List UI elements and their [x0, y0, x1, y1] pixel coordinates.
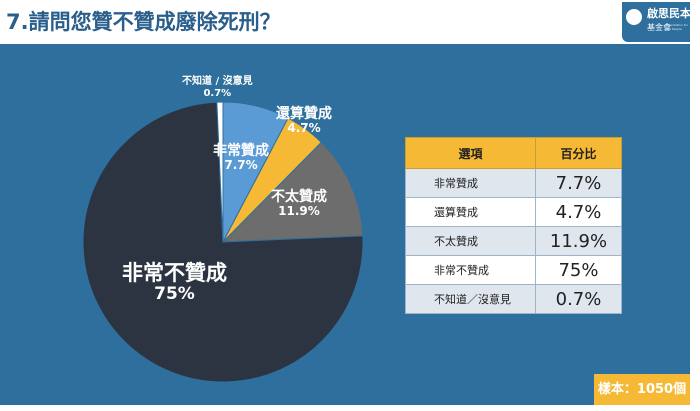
label-strongly-disagree: 非常不贊成 75% [122, 261, 227, 305]
pie-chart [82, 101, 364, 383]
slice-strongly-disagree [82, 101, 364, 383]
table-row: 不知道／沒意見 0.7% [405, 284, 622, 314]
logo-subtitle: 基金會 [647, 23, 671, 32]
results-table: 選項 百分比 非常贊成 7.7% 還算贊成 4.7% 不太贊成 11.9% [405, 137, 622, 314]
label-somewhat-agree: 還算贊成 4.7% [276, 106, 332, 136]
label-strongly-agree-name: 非常贊成 [213, 143, 269, 159]
header-percent: 百分比 [535, 137, 622, 169]
logo-english: Foundation for the People [666, 23, 688, 31]
option-cell: 不太贊成 [405, 226, 536, 256]
table-row: 非常贊成 7.7% [405, 168, 622, 198]
table-row: 還算贊成 4.7% [405, 197, 622, 227]
option-cell: 還算贊成 [405, 197, 536, 227]
option-cell: 非常不贊成 [405, 255, 536, 285]
option-cell: 不知道／沒意見 [405, 284, 536, 314]
header-option: 選項 [405, 137, 536, 169]
label-somewhat-agree-value: 4.7% [287, 121, 321, 136]
percent-cell: 7.7% [535, 168, 622, 198]
logo-emblem-icon [626, 9, 642, 25]
label-strongly-disagree-value: 75% [154, 284, 195, 305]
label-strongly-disagree-name: 非常不贊成 [122, 261, 227, 285]
percent-cell: 0.7% [535, 284, 622, 314]
page-title: 7.請問您贊不贊成廢除死刑？ [6, 10, 281, 34]
label-strongly-agree: 非常贊成 7.7% [213, 143, 269, 173]
table-header-row: 選項 百分比 [405, 137, 622, 169]
logo-name: 啟思民本 [647, 7, 690, 20]
foundation-logo: 啟思民本 基金會 Foundation for the People [622, 2, 690, 42]
label-not-really-agree-value: 11.9% [278, 204, 320, 219]
label-unknown-name: 不知道 / 沒意見 [182, 76, 253, 87]
table-row: 非常不贊成 75% [405, 255, 622, 285]
label-not-really-agree-name: 不太贊成 [271, 189, 327, 205]
label-strongly-agree-value: 7.7% [224, 158, 258, 173]
slice-not-really-agree [221, 141, 364, 243]
sample-size-badge: 樣本：1050個 [594, 374, 690, 405]
header-bar: 7.請問您贊不贊成廢除死刑？ 啟思民本 基金會 Foundation for t… [0, 0, 690, 44]
percent-cell: 4.7% [535, 197, 622, 227]
label-unknown: 不知道 / 沒意見 0.7% [182, 76, 253, 99]
percent-cell: 75% [535, 255, 622, 285]
label-unknown-value: 0.7% [203, 87, 232, 99]
slice-unknown [216, 101, 224, 243]
option-cell: 非常贊成 [405, 168, 536, 198]
percent-cell: 11.9% [535, 226, 622, 256]
label-somewhat-agree-name: 還算贊成 [276, 106, 332, 122]
label-not-really-agree: 不太贊成 11.9% [271, 189, 327, 219]
table-row: 不太贊成 11.9% [405, 226, 622, 256]
content-panel: 7.請問您贊不贊成廢除死刑？ 啟思民本 基金會 Foundation for t… [0, 0, 690, 405]
